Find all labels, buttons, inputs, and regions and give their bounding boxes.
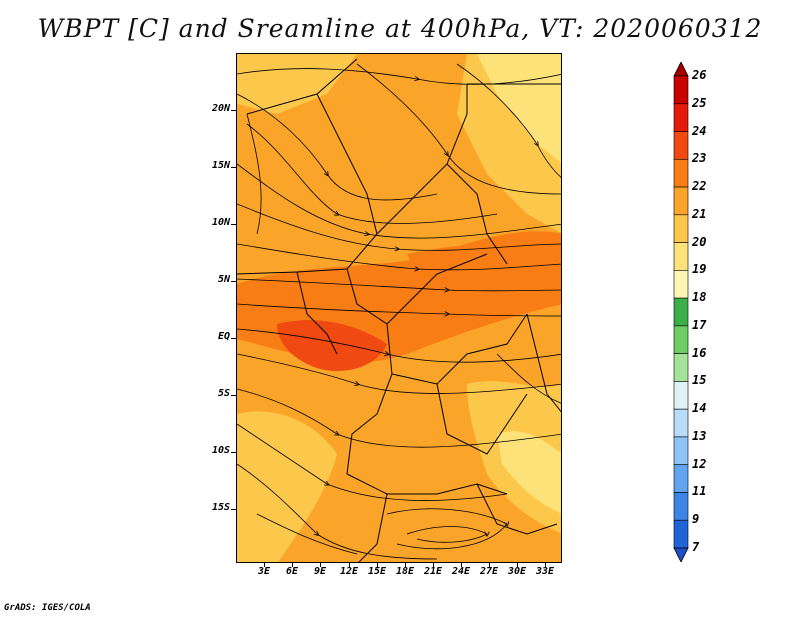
colorbar-label: 20 [692, 234, 707, 249]
colorbar-segment [673, 492, 689, 521]
streamlines [237, 63, 561, 560]
lon-label-15e: 15E [367, 566, 387, 577]
shading-warm-core [277, 320, 387, 372]
colorbar-label: 22 [692, 179, 707, 194]
shading-ne-lighter [477, 54, 561, 163]
colorbar-segment [673, 353, 689, 382]
lon-label-9e: 9E [313, 566, 327, 577]
lon-label-6e: 6E [285, 566, 299, 577]
colorbar-segment [673, 186, 689, 216]
colorbar-segment [673, 214, 689, 243]
colorbar [673, 62, 689, 562]
lon-label-24e: 24E [451, 566, 471, 577]
colorbar-segment [673, 131, 689, 160]
lon-tick [349, 563, 350, 567]
lon-tick [377, 563, 378, 567]
lon-tick [433, 563, 434, 567]
lon-label-30e: 30E [507, 566, 527, 577]
lon-tick [545, 563, 546, 567]
lat-tick [231, 509, 236, 510]
lat-tick [231, 281, 236, 282]
lon-label-18e: 18E [395, 566, 415, 577]
map-panel [236, 53, 562, 563]
colorbar-segment [673, 519, 689, 549]
lat-tick [231, 167, 236, 168]
colorbar-label: 13 [692, 428, 707, 443]
lon-tick [489, 563, 490, 567]
colorbar-segment [673, 408, 689, 438]
colorbar-label: 14 [692, 401, 707, 416]
lat-tick [231, 452, 236, 453]
lat-tick [231, 224, 236, 225]
colorbar-label: 18 [692, 290, 707, 305]
colorbar-segment [673, 464, 689, 493]
colorbar-segment [673, 242, 689, 271]
lat-tick [231, 110, 236, 111]
lat-label-5s: 5S [217, 388, 230, 399]
lat-tick [231, 395, 236, 396]
footer-credit: GrADS: IGES/COLA [4, 603, 91, 613]
colorbar-label: 9 [692, 512, 700, 527]
shading-sw-light [237, 411, 337, 562]
colorbar-label: 16 [692, 345, 707, 360]
colorbar-label: 15 [692, 373, 707, 388]
lon-tick [517, 563, 518, 567]
colorbar-segment [673, 270, 689, 299]
colorbar-label: 17 [692, 317, 707, 332]
colorbar-bottom-arrow [673, 547, 689, 562]
colorbar-segment [673, 297, 689, 327]
lon-tick [405, 563, 406, 567]
colorbar-label: 23 [692, 151, 707, 166]
lat-label-10s: 10S [211, 445, 230, 456]
lon-tick [264, 563, 265, 567]
lat-label-20n: 20N [211, 103, 230, 114]
colorbar-label: 7 [692, 540, 700, 554]
chart-title: WBPT [C] and Sreamline at 400hPa, VT: 20… [37, 14, 763, 43]
colorbar-label: 19 [692, 262, 707, 277]
map-svg [237, 54, 561, 562]
colorbar-segment [673, 103, 689, 132]
colorbar-top-arrow [673, 62, 689, 77]
lat-label-15n: 15N [211, 160, 230, 171]
lon-tick [292, 563, 293, 567]
lon-tick [461, 563, 462, 567]
lat-label-eq: EQ [217, 331, 230, 342]
colorbar-segment [673, 158, 689, 188]
colorbar-label: 25 [692, 95, 707, 110]
lon-label-3e: 3E [257, 566, 271, 577]
lon-label-21e: 21E [423, 566, 443, 577]
lat-label-5n: 5N [217, 274, 230, 285]
colorbar-segment [673, 75, 689, 105]
shading-se-lighter [497, 431, 561, 514]
colorbar-label: 12 [692, 456, 707, 471]
colorbar-segment [673, 381, 689, 410]
lon-label-12e: 12E [339, 566, 359, 577]
country-borders [237, 58, 561, 562]
lon-label-27e: 27E [479, 566, 499, 577]
colorbar-segment [673, 436, 689, 466]
lat-label-15s: 15S [211, 502, 230, 513]
lon-tick [320, 563, 321, 567]
colorbar-label: 26 [692, 68, 707, 82]
colorbar-label: 11 [692, 484, 707, 499]
lat-label-10n: 10N [211, 217, 230, 228]
lat-tick [231, 338, 236, 339]
colorbar-label: 24 [692, 123, 707, 138]
colorbar-segment [673, 325, 689, 354]
lon-label-33e: 33E [535, 566, 555, 577]
colorbar-label: 21 [692, 206, 707, 221]
